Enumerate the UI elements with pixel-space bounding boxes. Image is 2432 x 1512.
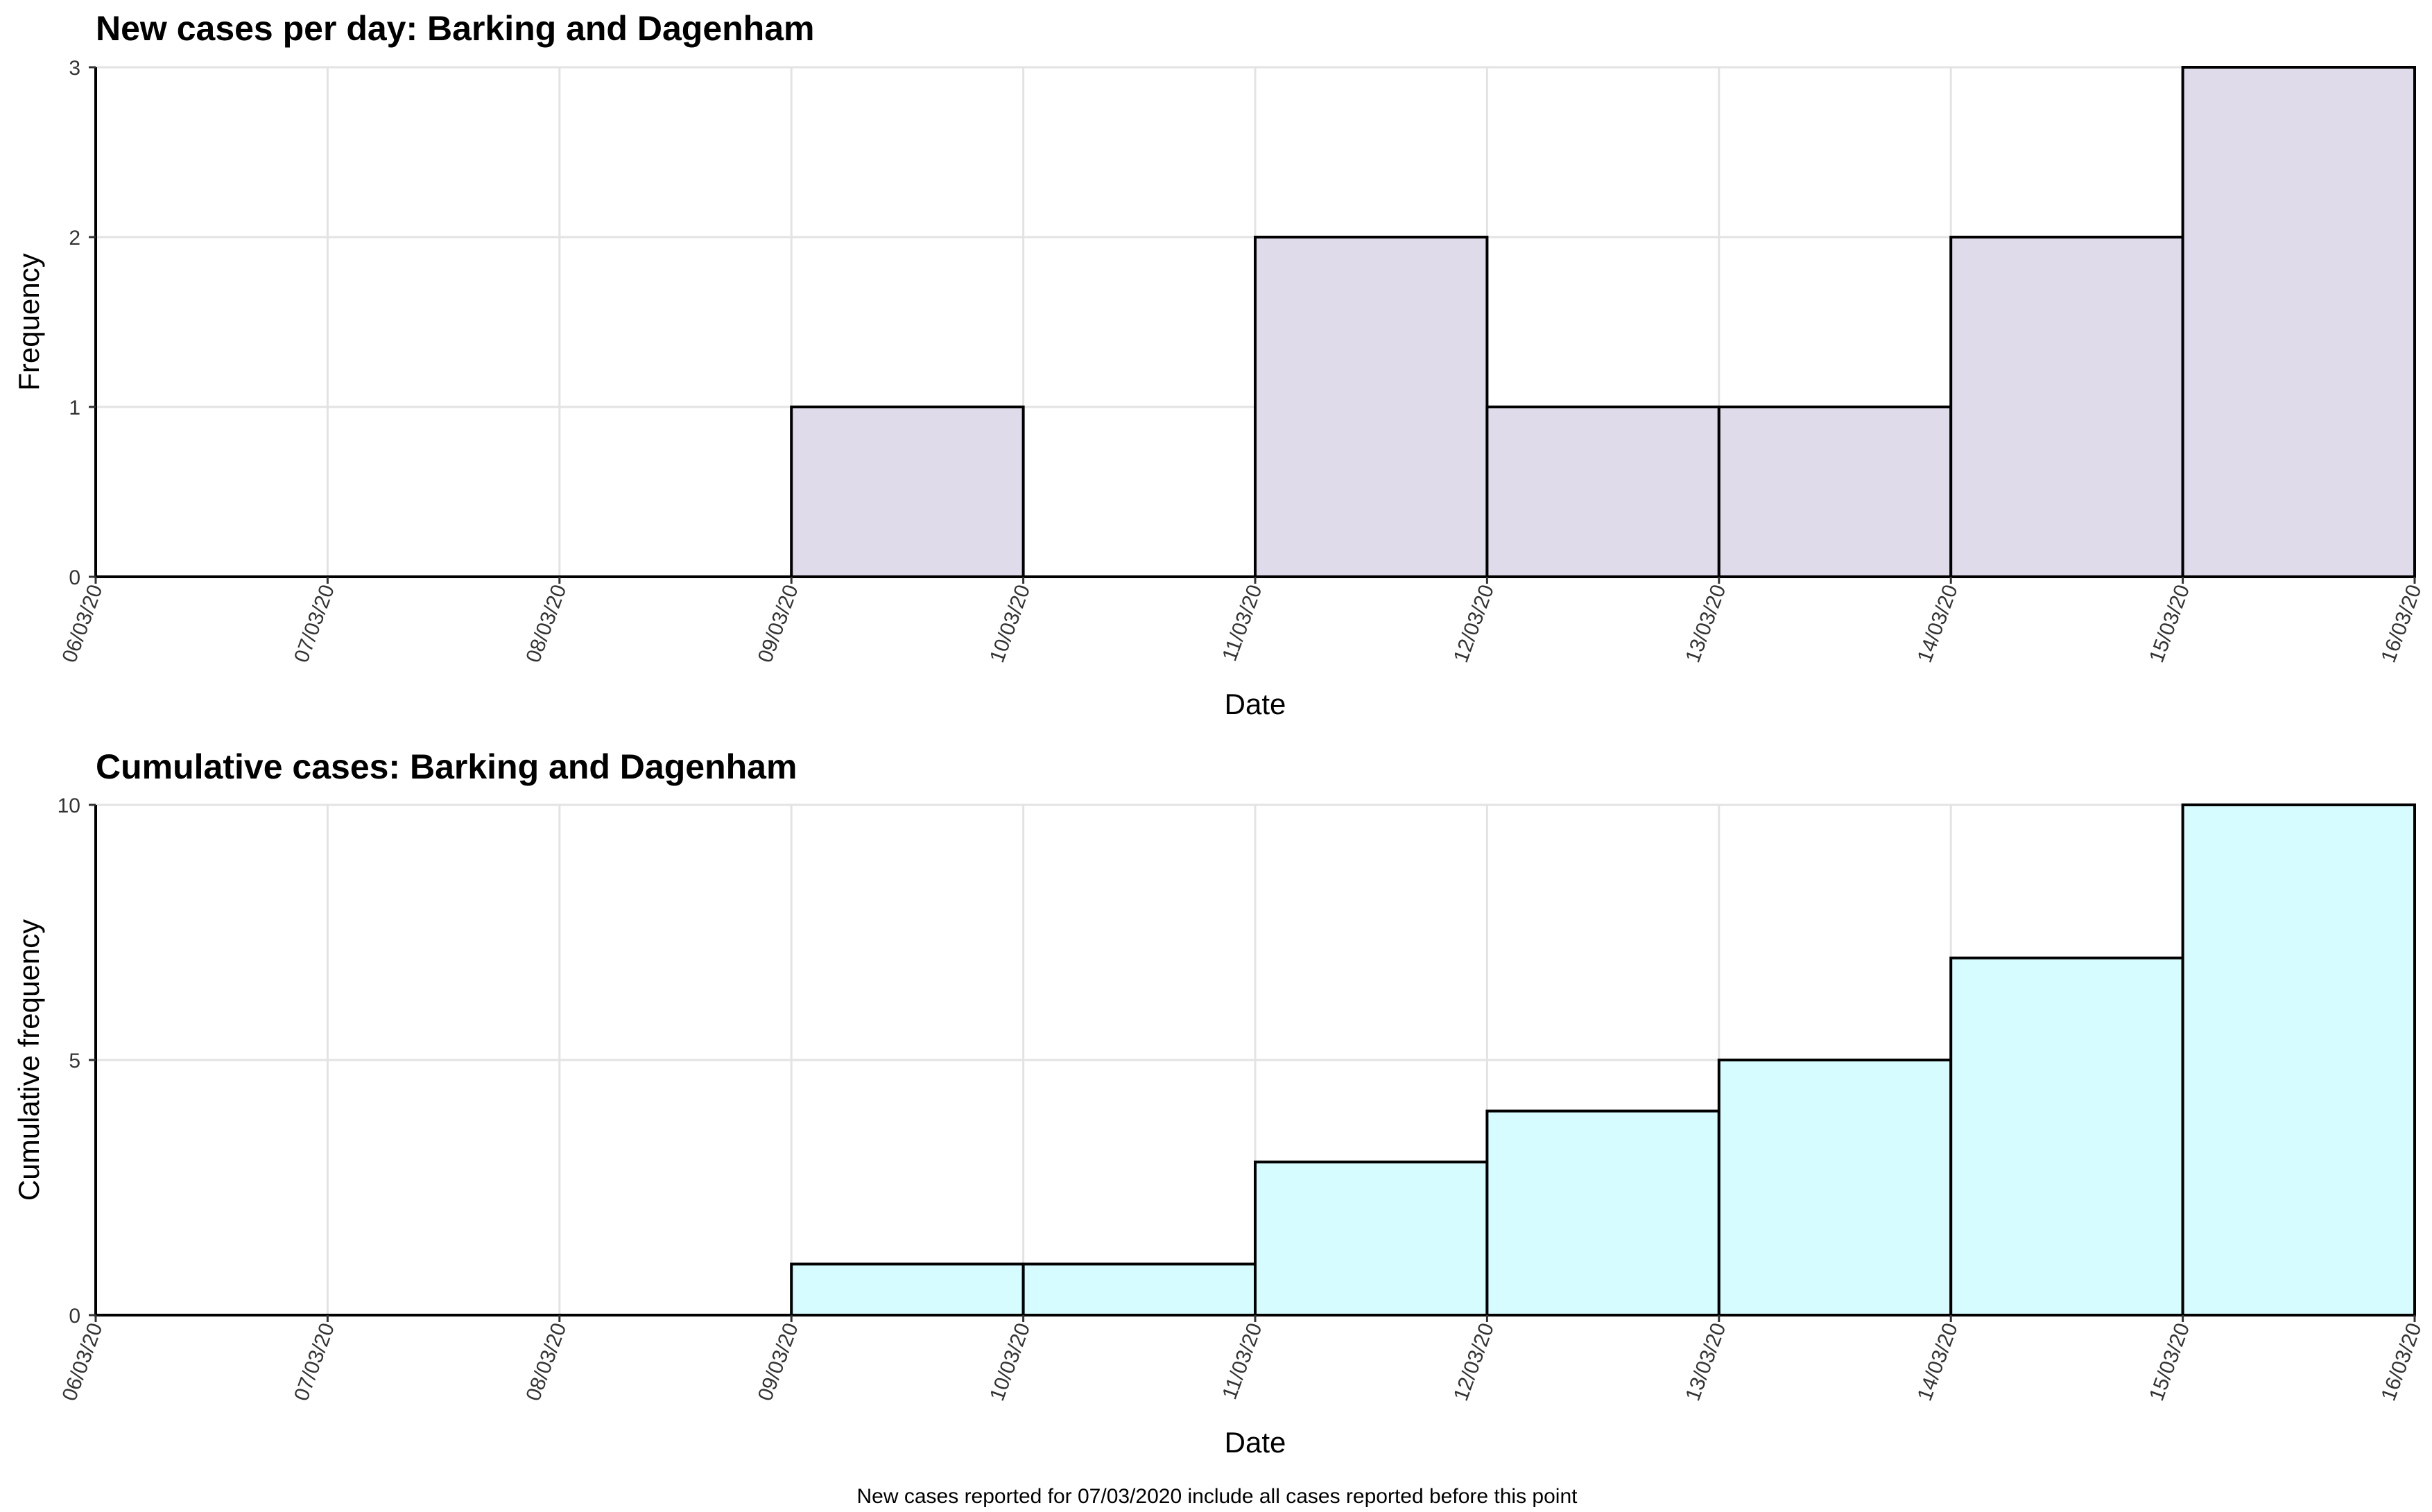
y-tick-label: 5 — [69, 1050, 80, 1072]
x-tick-label: 10/03/20 — [985, 1320, 1035, 1404]
cumulative-cases-chart: Cumulative cases: Barking and Dagenham C… — [12, 747, 2426, 1459]
x-tick-label: 08/03/20 — [521, 582, 571, 666]
x-axis-title: Date — [1225, 1426, 1286, 1459]
bar — [1485, 1109, 1720, 1317]
x-tick-label: 16/03/20 — [2377, 1320, 2426, 1404]
x-tick-label: 08/03/20 — [521, 1320, 571, 1404]
x-tick-label: 14/03/20 — [1913, 1320, 1963, 1404]
bar — [1949, 236, 2184, 578]
y-tick-label: 3 — [69, 57, 80, 80]
x-axis-title: Date — [1225, 688, 1286, 720]
y-tick-label: 0 — [69, 1305, 80, 1328]
x-tick-label: 16/03/20 — [2377, 582, 2426, 666]
bar — [1021, 1262, 1257, 1317]
bar — [1717, 406, 1953, 578]
chart-title: Cumulative cases: Barking and Dagenham — [96, 747, 797, 786]
x-tick-label: 12/03/20 — [1449, 1320, 1499, 1404]
x-tick-label: 15/03/20 — [2145, 582, 2194, 666]
x-tick-label: 13/03/20 — [1681, 1320, 1730, 1404]
bar — [2181, 66, 2417, 578]
x-tick-label: 07/03/20 — [290, 1320, 339, 1404]
x-tick-label: 10/03/20 — [985, 582, 1035, 666]
x-tick-label: 11/03/20 — [1218, 582, 1266, 664]
bar — [1949, 956, 2184, 1317]
y-tick-label: 1 — [69, 397, 80, 419]
x-tick-label: 15/03/20 — [2145, 1320, 2194, 1404]
chart-title: New cases per day: Barking and Dagenham — [96, 9, 814, 48]
footnote-caption: New cases reported for 07/03/2020 includ… — [857, 1485, 1578, 1508]
x-tick-label: 13/03/20 — [1681, 582, 1730, 666]
x-tick-label: 12/03/20 — [1449, 582, 1499, 666]
x-tick-label: 09/03/20 — [754, 582, 803, 666]
x-tick-label: 09/03/20 — [754, 1320, 803, 1404]
bar — [1254, 1161, 1489, 1317]
x-tick-label: 11/03/20 — [1218, 1320, 1266, 1402]
bars — [790, 803, 2417, 1317]
bar — [790, 1262, 1025, 1317]
bar — [1254, 236, 1489, 578]
x-tick-label: 06/03/20 — [58, 582, 107, 666]
bar — [790, 406, 1025, 578]
y-axis-title: Frequency — [12, 253, 45, 390]
bar — [2181, 803, 2417, 1317]
new-cases-chart: New cases per day: Barking and Dagenham … — [12, 9, 2426, 720]
bar — [1717, 1059, 1953, 1317]
x-tick-label: 07/03/20 — [290, 582, 339, 666]
x-tick-label: 14/03/20 — [1913, 582, 1963, 666]
bars — [790, 66, 2417, 578]
y-tick-label: 0 — [69, 566, 80, 589]
y-tick-label: 10 — [58, 794, 80, 817]
x-tick-label: 06/03/20 — [58, 1320, 107, 1404]
bar — [1485, 406, 1720, 578]
y-tick-label: 2 — [69, 227, 80, 250]
y-axis-title: Cumulative frequency — [12, 919, 45, 1201]
